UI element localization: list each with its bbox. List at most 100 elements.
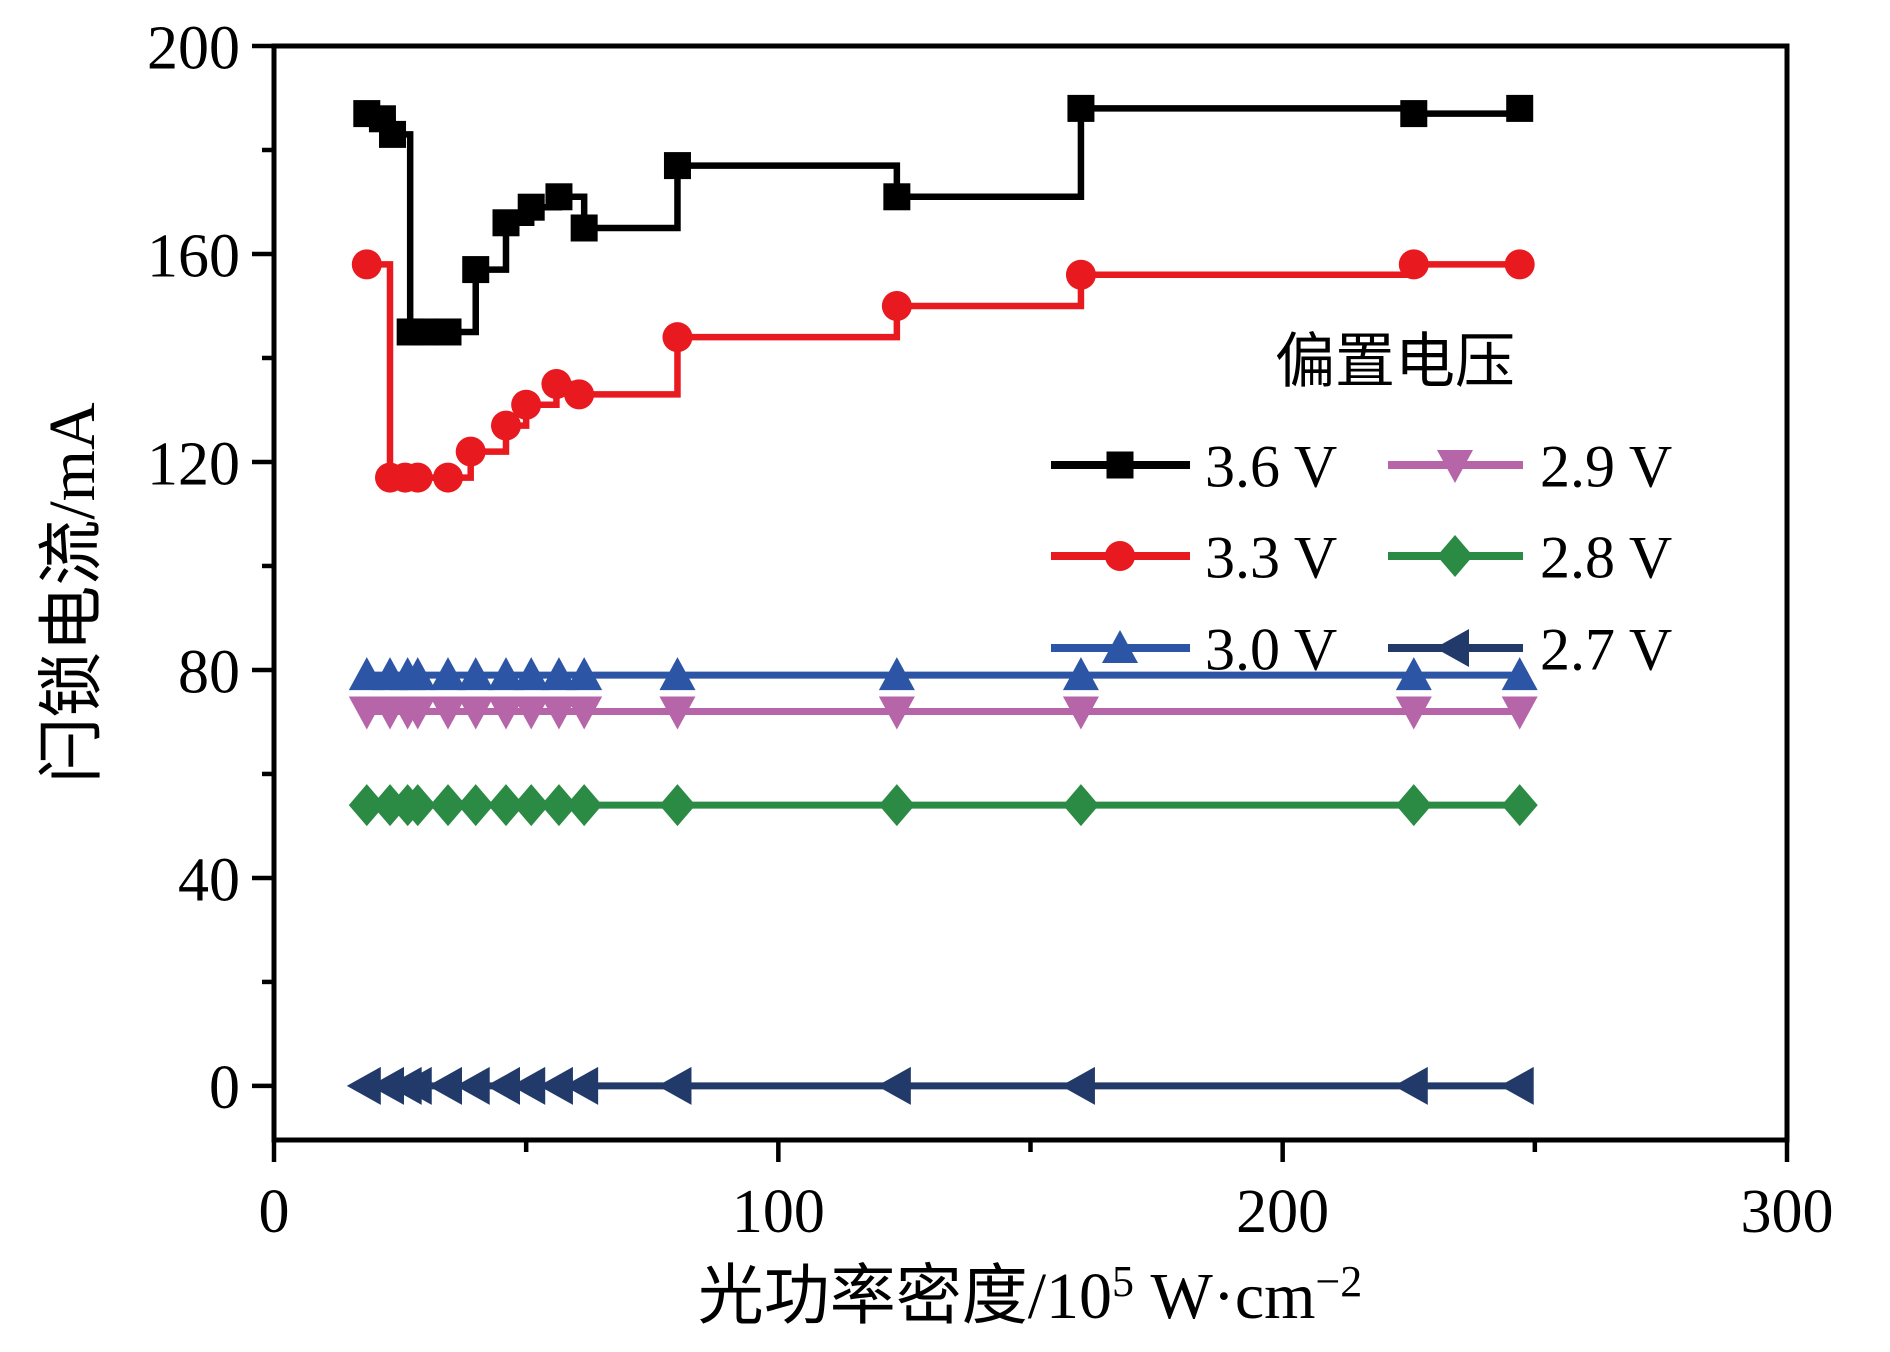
- triangle-left-marker: [455, 1066, 490, 1105]
- circle-marker: [351, 249, 382, 280]
- square-marker: [1106, 451, 1134, 479]
- series-2.9V: [348, 696, 1538, 730]
- circle-marker: [564, 379, 595, 410]
- triangle-left-marker: [1060, 1066, 1095, 1105]
- diamond-marker: [457, 784, 494, 827]
- triangle-left-marker: [657, 1066, 692, 1105]
- square-marker: [1067, 94, 1095, 122]
- diamond-marker: [659, 784, 696, 827]
- triangle-up-marker: [878, 657, 915, 691]
- circle-marker: [455, 436, 486, 467]
- y-axis-title: 闩锁电流/mA: [36, 402, 109, 784]
- diamond-marker: [1062, 784, 1099, 827]
- triangle-down-marker: [399, 696, 436, 730]
- axis-ticks: [252, 43, 1790, 1162]
- legend-title: 偏置电压: [1275, 329, 1515, 395]
- triangle-down-marker: [457, 696, 494, 730]
- circle-marker: [881, 290, 912, 321]
- diamond-marker: [1437, 535, 1473, 577]
- x-tick-label: 0: [259, 1178, 290, 1246]
- legend-label: 2.7 V: [1540, 617, 1672, 683]
- diamond-marker: [487, 784, 524, 827]
- triangle-left-marker: [485, 1066, 520, 1105]
- legend: 偏置电压 3.6 V 3.3 V 3.0 V 2.9 V 2.8 V 2.7 V: [1051, 329, 1672, 683]
- legend-entry: 2.9 V: [1388, 434, 1672, 500]
- square-marker: [1400, 100, 1428, 128]
- diamond-marker: [513, 784, 550, 827]
- legend-label: 3.3 V: [1205, 525, 1337, 591]
- triangle-down-marker: [1437, 450, 1473, 483]
- triangle-up-marker: [513, 657, 550, 691]
- square-marker: [883, 183, 911, 211]
- y-tick-label: 120: [147, 430, 240, 498]
- triangle-left-marker: [1435, 629, 1469, 667]
- series-3.3V: [351, 249, 1535, 493]
- circle-marker: [1065, 259, 1096, 290]
- circle-marker: [1504, 249, 1535, 280]
- triangle-down-marker: [540, 696, 577, 730]
- circle-marker: [1398, 249, 1429, 280]
- legend-entry: 2.7 V: [1388, 617, 1672, 683]
- triangle-up-marker: [540, 657, 577, 691]
- diamond-marker: [1501, 784, 1538, 827]
- legend-entry: 3.6 V: [1051, 434, 1337, 500]
- x-tick-label: 100: [732, 1178, 825, 1246]
- square-marker: [545, 183, 573, 211]
- diamond-marker: [348, 784, 385, 827]
- square-marker: [434, 318, 462, 346]
- triangle-down-marker: [348, 696, 385, 730]
- legend-label: 3.0 V: [1205, 617, 1337, 683]
- square-marker: [379, 120, 407, 148]
- triangle-up-marker: [1501, 657, 1538, 691]
- square-marker: [570, 214, 598, 242]
- x-tick-label: 200: [1236, 1178, 1329, 1246]
- legend-entry: 2.8 V: [1388, 525, 1672, 591]
- triangle-left-marker: [876, 1066, 911, 1105]
- legend-label: 2.8 V: [1540, 525, 1672, 591]
- diamond-marker: [429, 784, 466, 827]
- triangle-left-marker: [564, 1066, 599, 1105]
- circle-marker: [662, 322, 693, 353]
- diamond-marker: [878, 784, 915, 827]
- x-tick-labels: 0 100 200 300: [259, 1178, 1834, 1246]
- triangle-up-marker: [487, 657, 524, 691]
- diamond-marker: [399, 784, 436, 827]
- triangle-up-marker: [348, 657, 385, 691]
- square-marker: [492, 209, 520, 237]
- y-tick-label: 200: [147, 14, 240, 82]
- y-tick-label: 80: [178, 638, 240, 706]
- circle-marker: [490, 410, 521, 441]
- y-tick-labels: 0 40 80 120 160 200: [147, 14, 240, 1122]
- square-marker: [1506, 94, 1534, 122]
- triangle-up-marker: [1395, 657, 1432, 691]
- triangle-down-marker: [513, 696, 550, 730]
- series-2.8V: [348, 784, 1538, 827]
- triangle-left-marker: [427, 1066, 462, 1105]
- triangle-up-marker: [659, 657, 696, 691]
- y-tick-label: 160: [147, 222, 240, 290]
- x-axis-title: 光功率密度/105 W·cm−2: [698, 1257, 1363, 1333]
- triangle-down-marker: [1062, 696, 1099, 730]
- triangle-left-marker: [397, 1066, 432, 1105]
- legend-entry: 3.0 V: [1051, 617, 1337, 683]
- diamond-marker: [566, 784, 603, 827]
- triangle-up-marker: [399, 657, 436, 691]
- y-tick-label: 0: [209, 1054, 240, 1122]
- circle-marker: [511, 389, 542, 420]
- triangle-left-marker: [346, 1066, 381, 1105]
- square-marker: [462, 256, 490, 284]
- triangle-up-marker: [1102, 630, 1138, 663]
- x-tick-label: 300: [1741, 1178, 1834, 1246]
- square-marker: [517, 193, 545, 221]
- triangle-down-marker: [487, 696, 524, 730]
- triangle-down-marker: [566, 696, 603, 730]
- diamond-marker: [540, 784, 577, 827]
- triangle-left-marker: [538, 1066, 573, 1105]
- diamond-marker: [1395, 784, 1432, 827]
- triangle-up-marker: [566, 657, 603, 691]
- triangle-down-marker: [1501, 696, 1538, 730]
- triangle-down-marker: [878, 696, 915, 730]
- square-marker: [663, 152, 691, 180]
